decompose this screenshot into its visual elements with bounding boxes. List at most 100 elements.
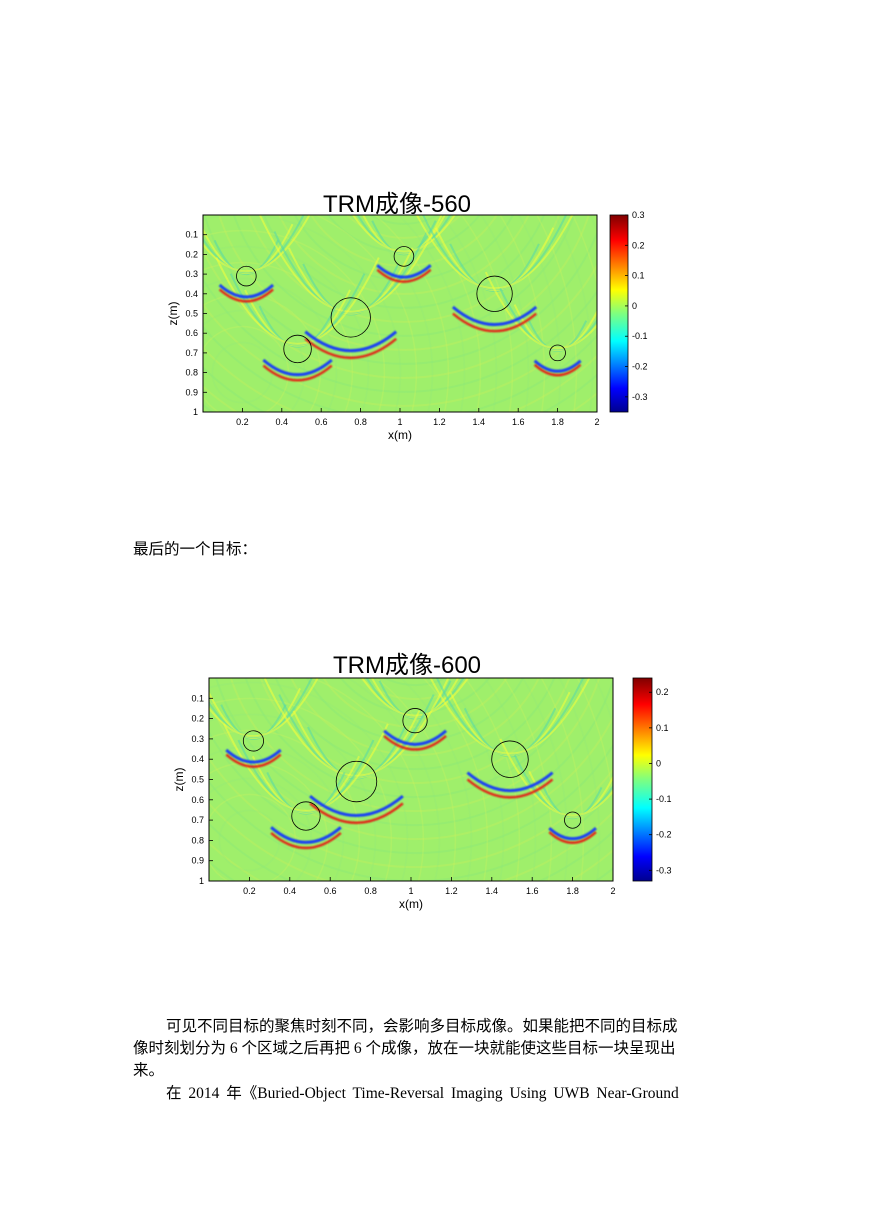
- focus-arc-negative: [304, 330, 398, 353]
- ripple-ring: [203, 229, 386, 412]
- focus-arc-positive: [270, 832, 342, 850]
- target-circle: [393, 246, 415, 267]
- ripple-ring: [322, 678, 508, 729]
- focus-arc-positive: [533, 363, 582, 377]
- colorbar-tick-label: 0.1: [656, 723, 669, 733]
- x-tick-label: 0.4: [284, 886, 297, 896]
- ripple-ring: [443, 678, 505, 881]
- ripple-ring: [203, 247, 597, 379]
- colorbar-tick-label: 0: [632, 301, 637, 311]
- ripple-ring: [419, 215, 482, 412]
- y-tick-label: 0.6: [191, 795, 204, 805]
- ripple-ring: [229, 678, 601, 813]
- colorbar-tick-label: 0.3: [632, 210, 645, 220]
- ripple-ring: [259, 678, 571, 785]
- x-tick-label: 0.2: [243, 886, 256, 896]
- focus-arc-positive: [548, 831, 597, 844]
- y-axis-label: z(m): [166, 302, 180, 326]
- colorbar-tick-label: 0: [656, 758, 661, 768]
- ripple-ring: [464, 678, 521, 881]
- colorbar-tick-label: 0.1: [632, 271, 645, 281]
- focus-arc-negative: [383, 729, 448, 746]
- ripple-ring: [209, 729, 613, 855]
- y-tick-label: 0.1: [191, 693, 204, 703]
- y-tick-label: 0.4: [191, 754, 204, 764]
- y-tick-label: 1: [199, 876, 204, 886]
- focus-arc-positive: [452, 312, 538, 333]
- colorbar-tick-label: 0.2: [656, 687, 669, 697]
- ripple-ring: [203, 277, 338, 412]
- ripple-ring: [209, 777, 313, 881]
- x-axis-label: x(m): [388, 428, 412, 442]
- x-tick-label: 2: [610, 886, 615, 896]
- colorbar: [632, 677, 653, 882]
- x-tick-label: 1.6: [526, 886, 539, 896]
- x-tick-label: 1.6: [512, 417, 525, 427]
- y-tick-label: 0.4: [185, 289, 198, 299]
- target-circle: [291, 801, 321, 831]
- ripple-ring: [346, 215, 434, 412]
- x-tick-label: 0.2: [236, 417, 249, 427]
- ripple-ring: [262, 215, 546, 309]
- y-tick-label: 1: [193, 407, 198, 417]
- wavefront-arc: [209, 678, 319, 737]
- y-tick-label: 0.5: [185, 309, 198, 319]
- ripple-ring: [558, 678, 601, 881]
- x-tick-label: 1.4: [473, 417, 486, 427]
- ripple-ring: [382, 678, 448, 687]
- wavefront-arc: [223, 723, 389, 812]
- ripple-ring: [503, 678, 553, 881]
- colorbar-tick-label: 0.2: [632, 240, 645, 250]
- ripple-ring: [350, 102, 458, 210]
- ripple-ring: [521, 678, 569, 881]
- focus-arc-negative: [533, 359, 582, 373]
- colorbar-tick-label: -0.1: [656, 794, 672, 804]
- y-tick-label: 0.5: [191, 775, 204, 785]
- focus-arc-positive: [304, 337, 397, 359]
- colorbar-tick-label: -0.2: [632, 362, 648, 372]
- ripple-ring: [346, 678, 441, 881]
- x-tick-label: 1.2: [445, 886, 458, 896]
- x-tick-label: 1: [397, 417, 402, 427]
- ripple-ring: [309, 678, 425, 881]
- ripple-ring: [375, 577, 455, 657]
- ripple-ring: [209, 697, 613, 841]
- y-tick-label: 0.7: [191, 815, 204, 825]
- target-circle: [402, 708, 428, 734]
- y-tick-label: 0.3: [191, 734, 204, 744]
- ripple-ring: [218, 215, 590, 351]
- figure2: 0.2 0.4 0.6 0.8 1 1.2 1.4 1.6 1.8 2 0.1 0.2 0.3 0.4 0.…: [172, 563, 672, 911]
- figure2-title: TRM成像-600: [333, 652, 482, 679]
- focus-arc-positive: [466, 778, 554, 799]
- colorbar-tick-label: -0.2: [656, 830, 672, 840]
- ripple-ring: [361, 563, 469, 671]
- y-tick-label: 0.7: [185, 348, 198, 358]
- ripple-ring: [209, 729, 361, 881]
- focus-arc-negative: [218, 283, 275, 299]
- target-circle: [335, 760, 378, 803]
- ripple-ring: [203, 245, 370, 412]
- y-tick-label: 0.3: [185, 269, 198, 279]
- x-tick-label: 2: [594, 417, 599, 427]
- ripple-ring: [247, 215, 561, 323]
- colorbar-tick-label: -0.3: [656, 865, 672, 875]
- colorbar-tick-label: -0.3: [632, 392, 648, 402]
- colorbar: [609, 214, 629, 413]
- target-circle: [283, 334, 312, 364]
- target-circle: [330, 297, 371, 338]
- target-circle: [491, 740, 529, 778]
- ripple-ring: [373, 215, 450, 412]
- wavefield: [203, 102, 597, 412]
- colorbar-tick-label: -0.1: [632, 331, 648, 341]
- target-circle: [242, 730, 264, 752]
- focus-arc-negative: [466, 771, 554, 792]
- ripple-ring: [203, 261, 354, 412]
- y-tick-label: 0.8: [185, 368, 198, 378]
- ripple-ring: [232, 215, 575, 337]
- focus-arc-positive: [262, 364, 333, 382]
- ripple-ring: [397, 215, 466, 412]
- focus-arc-positive: [383, 734, 447, 751]
- y-tick-label: 0.9: [185, 387, 198, 397]
- ripple-ring: [483, 678, 537, 881]
- figure1-title: TRM成像-560: [323, 191, 472, 218]
